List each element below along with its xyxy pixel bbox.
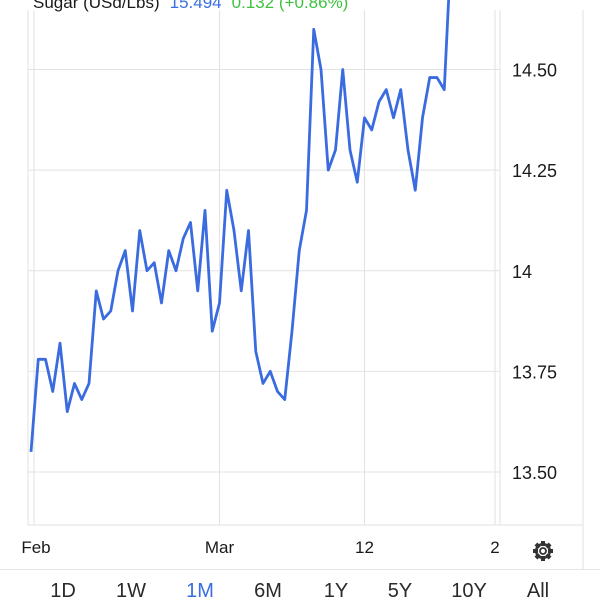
y-tick-label: 14.50 (512, 61, 557, 81)
y-tick-label: 14 (512, 262, 532, 282)
price-series-line (29, 0, 451, 452)
price-change: 0.132 (+0.86%) (231, 0, 349, 12)
data-point (139, 229, 141, 231)
data-point (385, 88, 387, 90)
data-point (175, 270, 177, 272)
data-point (429, 76, 431, 78)
instrument-name: Sugar (USd/Lbs) (33, 0, 160, 12)
data-point (349, 149, 351, 151)
range-selector: 1D 1W 1M 6M 1Y 5Y 10Y All (0, 569, 600, 602)
data-point (131, 310, 133, 312)
data-point (269, 370, 271, 372)
data-point (102, 318, 104, 320)
data-point (211, 330, 213, 332)
data-point (218, 302, 220, 304)
data-point (298, 249, 300, 251)
data-point (146, 270, 148, 272)
data-point (313, 28, 315, 30)
data-point (197, 290, 199, 292)
data-point (400, 88, 402, 90)
data-point (44, 358, 46, 360)
data-point (291, 330, 293, 332)
data-point (255, 350, 257, 352)
data-point (356, 181, 358, 183)
data-point (407, 149, 409, 151)
data-point (124, 249, 126, 251)
data-point (233, 229, 235, 231)
data-point (392, 117, 394, 119)
range-tab-1m[interactable]: 1M (186, 580, 214, 602)
data-point (436, 76, 438, 78)
gear-icon[interactable] (533, 541, 553, 561)
range-tab-10y[interactable]: 10Y (451, 580, 487, 602)
data-point (73, 382, 75, 384)
y-tick-label: 13.75 (512, 362, 557, 382)
range-tab-1y[interactable]: 1Y (323, 580, 349, 602)
data-point (59, 342, 61, 344)
data-point (276, 390, 278, 392)
data-point (182, 237, 184, 239)
data-point (66, 410, 68, 412)
data-point (153, 262, 155, 264)
data-point (334, 149, 336, 151)
data-point (226, 189, 228, 191)
range-tab-5y[interactable]: 5Y (387, 580, 413, 602)
data-point (363, 117, 365, 119)
data-point (204, 209, 206, 211)
range-tab-1d[interactable]: 1D (50, 580, 76, 602)
data-point (30, 451, 32, 453)
data-point (240, 290, 242, 292)
data-point (247, 229, 249, 231)
data-point (262, 382, 264, 384)
data-point (81, 398, 83, 400)
data-point (52, 390, 54, 392)
x-tick-label: Mar (205, 538, 235, 557)
data-point (284, 398, 286, 400)
data-point (327, 169, 329, 171)
x-tick-label: Feb (21, 538, 50, 557)
data-point (342, 68, 344, 70)
x-tick-label: 12 (355, 538, 374, 557)
data-point (88, 382, 90, 384)
y-tick-label: 14.25 (512, 161, 557, 181)
data-point (168, 249, 170, 251)
data-point (414, 189, 416, 191)
data-point (371, 129, 373, 131)
data-point (378, 101, 380, 103)
data-point (421, 117, 423, 119)
data-point (160, 302, 162, 304)
data-point (305, 209, 307, 211)
range-tab-1w[interactable]: 1W (116, 580, 146, 602)
current-price: 15.494 (169, 0, 222, 12)
range-tab-all[interactable]: All (526, 580, 550, 602)
y-tick-label: 13.50 (512, 463, 557, 483)
data-point (37, 358, 39, 360)
x-tick-label: 2 (490, 538, 499, 557)
range-tab-6m[interactable]: 6M (254, 580, 282, 602)
data-point (110, 310, 112, 312)
data-point (117, 270, 119, 272)
data-point (320, 68, 322, 70)
data-point (189, 221, 191, 223)
chart-header: Sugar (USd/Lbs) 15.494 0.132 (+0.86%) (0, 0, 348, 15)
data-point (95, 290, 97, 292)
data-point (443, 88, 445, 90)
